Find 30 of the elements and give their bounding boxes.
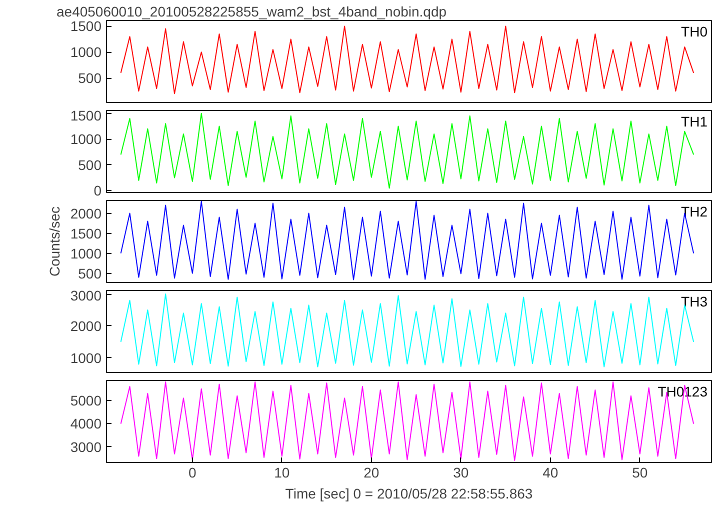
y-tick-label: 2000 (70, 318, 102, 334)
x-tick-label: 40 (542, 464, 558, 480)
y-tick-label: 500 (78, 265, 102, 282)
series-label: TH2 (681, 204, 708, 220)
y-tick-label: 2000 (70, 205, 102, 222)
y-tick-label: 1000 (70, 44, 102, 60)
y-tick-label: 1500 (70, 18, 102, 34)
series-label: TH0 (681, 24, 708, 40)
x-tick-label: 50 (632, 464, 648, 480)
x-tick-label: 30 (453, 464, 469, 480)
y-tick-label: 1000 (70, 131, 102, 148)
y-tick-label: 1500 (70, 108, 102, 124)
y-tick-label: 3000 (70, 438, 102, 455)
y-axis-title: Counts/sec (46, 206, 62, 277)
y-tick-label: 0 (94, 182, 102, 199)
x-axis-title: Time [sec] 0 = 2010/05/28 22:58:55.863 (285, 486, 533, 502)
chart-title: ae405060010_20100528225855_wam2_bst_4band_nobin.qdp (56, 4, 447, 20)
series-label: TH3 (681, 294, 708, 310)
y-tick-label: 1000 (70, 350, 102, 366)
y-tick-label: 3000 (70, 288, 102, 304)
y-tick-label: 4000 (70, 416, 102, 432)
y-tick-label: 500 (78, 156, 102, 173)
y-tick-label: 5000 (70, 392, 102, 408)
y-tick-label: 500 (78, 70, 102, 86)
y-tick-label: 1000 (70, 245, 102, 262)
x-tick-label: 20 (364, 464, 380, 480)
x-tick-label: 0 (188, 464, 197, 480)
x-tick-label: 10 (274, 464, 290, 480)
series-label: TH1 (681, 114, 708, 130)
y-tick-label: 1500 (70, 225, 102, 242)
